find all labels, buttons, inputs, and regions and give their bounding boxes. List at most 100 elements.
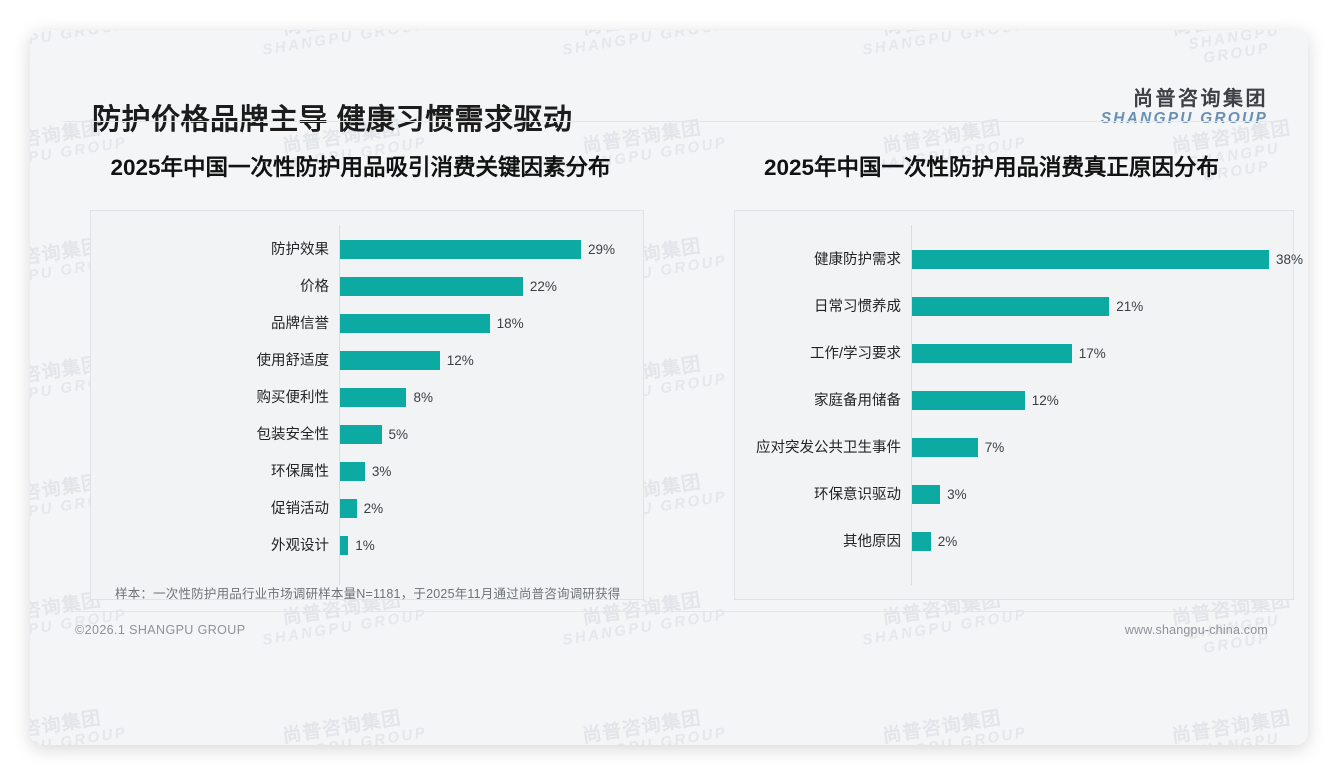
page-title: 防护价格品牌主导 健康习惯需求驱动 [92,104,573,136]
bar-value-label: 8% [413,390,433,405]
bar-value-label: 12% [1031,393,1059,408]
bar-rect [340,277,523,296]
watermark-english-text: SHANGPU GROUP [261,724,428,745]
watermark-chinese-text: 尚普咨询集团 [881,707,1003,745]
bar-value-label: 29% [588,242,616,257]
bar-rect [912,438,978,457]
slide-header: 防护价格品牌主导 健康习惯需求驱动 尚普咨询集团 SHANGPU GROUP [30,30,1308,136]
chart-bar-row: 其他原因 2% [735,531,1293,553]
watermark-chinese-text: 尚普咨询集团 [30,707,103,745]
bar-value-label: 38% [1276,252,1304,267]
chart-bar-row: 价格 22% [91,276,643,298]
chart-bar-row: 促销活动 2% [91,498,643,520]
chart-right: 2025年中国一次性防护用品消费真正原因分布 健康防护需求 38% 日常习惯养成 21… [669,150,1308,600]
watermark-chinese-text: 尚普咨询集团 [281,707,403,745]
chart-bar-row: 家庭备用储备 12% [735,390,1293,412]
bar-category-label: 促销活动 [271,501,329,517]
chart-left-title: 2025年中国一次性防护用品吸引消费关键因素分布 [110,155,611,180]
website-link[interactable]: www.shangpu-china.com [1124,623,1268,637]
chart-bar-row: 环保属性 3% [91,461,643,483]
bar-rect [340,536,349,555]
bar-category-label: 外观设计 [271,538,329,554]
bar-value-label: 22% [529,279,557,294]
bar-rect [340,240,581,259]
chart-left-panel: 防护效果 29% 价格 22% 品牌信誉 18% 使用舒适度 12% 购买便利性 8% 包装安全性 5… [90,210,644,600]
slide-footer: ©2026.1 SHANGPU GROUP www.shangpu-china.… [30,618,1308,652]
sample-footnote: 样本：一次性防护用品行业市场调研样本量N=1181，于2025年11月通过尚普咨… [115,587,621,601]
bar-rect [340,425,382,444]
bar-value-label: 17% [1078,346,1106,361]
bar-category-label: 其他原因 [843,534,901,550]
bar-category-label: 品牌信誉 [271,316,329,332]
logo-english-text: SHANGPU GROUP [1100,110,1268,128]
watermark-english-text: SHANGPU GROUP [561,724,728,745]
bar-category-label: 防护效果 [271,242,329,258]
bar-value-label: 3% [947,487,967,502]
charts-container: 2025年中国一次性防护用品吸引消费关键因素分布 防护效果 29% 价格 22% 品牌信… [30,150,1308,600]
chart-left-axis-line [339,225,340,585]
bar-category-label: 环保属性 [271,464,329,480]
bar-value-label: 1% [355,538,375,553]
logo-chinese-text: 尚普咨询集团 [1133,88,1268,110]
footer-divider [63,611,1275,612]
bar-rect [912,391,1025,410]
chart-bar-row: 品牌信誉 18% [91,313,643,335]
bar-rect [340,462,365,481]
chart-bar-row: 外观设计 1% [91,535,643,557]
chart-bar-row: 工作/学习要求 17% [735,343,1293,365]
header-divider [63,121,1275,122]
bar-category-label: 包装安全性 [256,427,330,443]
chart-bar-row: 应对突发公共卫生事件 7% [735,437,1293,459]
chart-right-axis-line [911,225,912,585]
watermark-english-text: SHANGPU GROUP [861,724,1028,745]
bar-value-label: 3% [371,464,392,479]
chart-right-bars: 健康防护需求 38% 日常习惯养成 21% 工作/学习要求 17% 家庭备用储备 12% 应对突… [735,211,1303,599]
bar-value-label: 7% [984,440,1005,455]
bar-rect [340,499,357,518]
bar-category-label: 工作/学习要求 [809,346,901,362]
bar-category-label: 家庭备用储备 [814,393,901,409]
bar-rect [340,314,490,333]
chart-left: 2025年中国一次性防护用品吸引消费关键因素分布 防护效果 29% 价格 22% 品牌信… [30,150,669,600]
chart-bar-row: 防护效果 29% [91,239,643,261]
bar-category-label: 应对突发公共卫生事件 [756,440,901,456]
chart-right-panel: 健康防护需求 38% 日常习惯养成 21% 工作/学习要求 17% 家庭备用储备 12% 应对突… [734,210,1303,600]
watermark-english-text: SHANGPU GROUP [1160,726,1308,745]
bar-category-label: 日常习惯养成 [814,299,901,315]
watermark-chinese-text: 尚普咨询集团 [581,707,703,745]
bar-category-label: 环保意识驱动 [814,487,901,503]
bar-category-label: 购买便利性 [256,390,330,406]
chart-bar-row: 购买便利性 8% [91,387,643,409]
bar-value-label: 2% [363,501,384,516]
bar-rect [340,388,407,407]
brand-logo: 尚普咨询集团 SHANGPU GROUP [1101,88,1268,128]
bar-rect [340,351,440,370]
chart-bar-row: 使用舒适度 12% [91,350,643,372]
bar-category-label: 使用舒适度 [256,353,330,369]
bar-value-label: 12% [446,353,474,368]
chart-bar-row: 环保意识驱动 3% [735,484,1293,506]
chart-bar-row: 健康防护需求 38% [735,249,1303,271]
bar-rect [912,532,931,551]
bar-rect [912,250,1269,269]
watermark-english-text: SHANGPU GROUP [30,724,128,745]
bar-rect [912,344,1072,363]
bar-rect [912,297,1110,316]
chart-bar-row: 包装安全性 5% [91,424,643,446]
bar-value-label: 5% [388,427,409,442]
chart-right-title: 2025年中国一次性防护用品消费真正原因分布 [763,155,1220,180]
chart-bar-row: 日常习惯养成 21% [735,296,1293,318]
bar-value-label: 21% [1116,299,1144,314]
copyright-text: ©2026.1 SHANGPU GROUP [75,623,246,637]
chart-left-bars: 防护效果 29% 价格 22% 品牌信誉 18% 使用舒适度 12% 购买便利性 8% 包装安全性 5… [91,211,643,599]
bar-category-label: 价格 [300,279,329,295]
bar-rect [912,485,941,504]
bar-value-label: 18% [496,316,524,331]
watermark-chinese-text: 尚普咨询集团 [1170,707,1293,745]
